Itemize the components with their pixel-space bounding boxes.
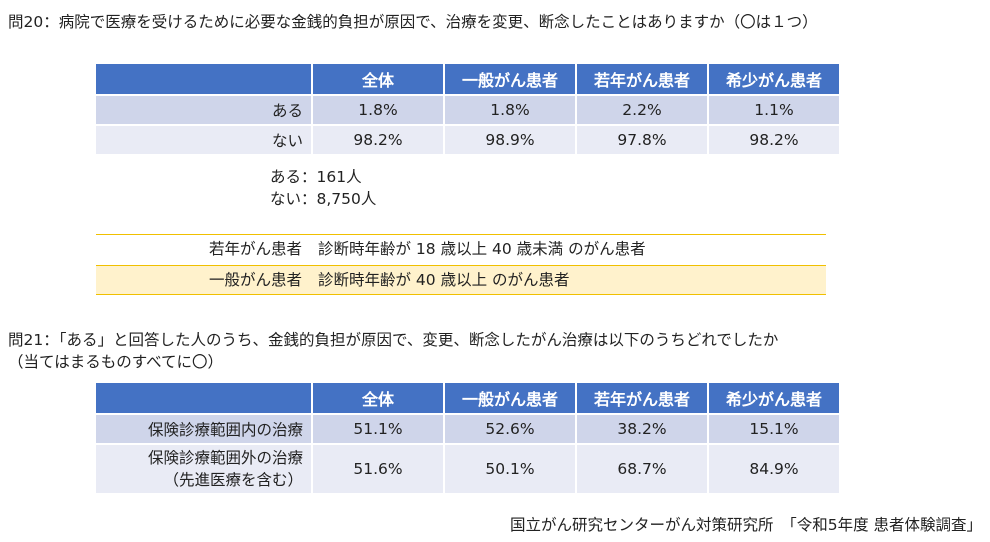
q20-header-young: 若年がん患者 bbox=[577, 64, 707, 94]
q21-header-rare: 希少がん患者 bbox=[709, 383, 839, 413]
q20-row-label: ない bbox=[96, 126, 311, 154]
definition-desc: 診断時年齢が 40 歳以上 のがん患者 bbox=[318, 271, 570, 289]
q21-row-label: 保険診療範囲外の治療 （先進医療を含む） bbox=[96, 445, 311, 493]
q21-cell: 52.6% bbox=[445, 415, 575, 443]
q21-row-label: 保険診療範囲内の治療 bbox=[96, 415, 311, 443]
q20-cell: 1.1% bbox=[709, 96, 839, 124]
table-row: ある 1.8% 1.8% 2.2% 1.1% bbox=[96, 96, 839, 124]
definition-term: 若年がん患者 bbox=[208, 240, 302, 258]
q21-row-label-text: 保険診療範囲内の治療 bbox=[147, 421, 303, 439]
q20-table: 全体 一般がん患者 若年がん患者 希少がん患者 ある 1.8% 1.8% 2.2… bbox=[94, 62, 841, 156]
q21-cell: 84.9% bbox=[709, 445, 839, 493]
q20-cell: 98.2% bbox=[313, 126, 443, 154]
count-yes: ある：161人 bbox=[270, 168, 362, 186]
q20-cell: 1.8% bbox=[445, 96, 575, 124]
q20-cell: 98.2% bbox=[709, 126, 839, 154]
count-no: ない：8,750人 bbox=[270, 190, 377, 208]
source-citation: 国立がん研究センターがん対策研究所 「令和5年度 患者体験調査」 bbox=[509, 516, 982, 534]
q21-header-general: 一般がん患者 bbox=[445, 383, 575, 413]
q21-row-label-line2: （先進医療を含む） bbox=[163, 471, 303, 489]
q20-cell: 1.8% bbox=[313, 96, 443, 124]
q21-row-label-line1: 保険診療範囲外の治療 bbox=[147, 449, 303, 467]
definitions-top-rule bbox=[96, 234, 826, 235]
q20-header-row: 全体 一般がん患者 若年がん患者 希少がん患者 bbox=[96, 64, 839, 94]
definitions-box: 若年がん患者 診断時年齢が 18 歳以上 40 歳未満 のがん患者 一般がん患者… bbox=[96, 234, 826, 296]
table-row: 保険診療範囲外の治療 （先進医療を含む） 51.6% 50.1% 68.7% 8… bbox=[96, 445, 839, 493]
q21-cell: 38.2% bbox=[577, 415, 707, 443]
table-row: 保険診療範囲内の治療 51.1% 52.6% 38.2% 15.1% bbox=[96, 415, 839, 443]
q21-cell: 51.6% bbox=[313, 445, 443, 493]
q21-header-corner bbox=[96, 383, 311, 413]
q21-header-total: 全体 bbox=[313, 383, 443, 413]
definition-desc: 診断時年齢が 18 歳以上 40 歳未満 のがん患者 bbox=[318, 240, 646, 258]
q20-cell: 2.2% bbox=[577, 96, 707, 124]
q20-header-corner bbox=[96, 64, 311, 94]
q21-cell: 51.1% bbox=[313, 415, 443, 443]
q21-header-young: 若年がん患者 bbox=[577, 383, 707, 413]
q21-cell: 68.7% bbox=[577, 445, 707, 493]
definition-row: 若年がん患者 診断時年齢が 18 歳以上 40 歳未満 のがん患者 bbox=[96, 235, 826, 263]
q21-question-line2: （当てはまるものすべてに〇） bbox=[8, 353, 223, 371]
q20-header-total: 全体 bbox=[313, 64, 443, 94]
q21-header-row: 全体 一般がん患者 若年がん患者 希少がん患者 bbox=[96, 383, 839, 413]
q20-header-rare: 希少がん患者 bbox=[709, 64, 839, 94]
definition-row: 一般がん患者 診断時年齢が 40 歳以上 のがん患者 bbox=[96, 265, 826, 295]
definition-term: 一般がん患者 bbox=[208, 271, 302, 289]
table-row: ない 98.2% 98.9% 97.8% 98.2% bbox=[96, 126, 839, 154]
q20-cell: 98.9% bbox=[445, 126, 575, 154]
q20-cell: 97.8% bbox=[577, 126, 707, 154]
q20-counts: ある：161人 ない：8,750人 bbox=[270, 166, 376, 210]
q20-header-general: 一般がん患者 bbox=[445, 64, 575, 94]
q21-cell: 15.1% bbox=[709, 415, 839, 443]
q20-row-label: ある bbox=[96, 96, 311, 124]
q21-cell: 50.1% bbox=[445, 445, 575, 493]
q21-question-line1: 問21：「ある」と回答した人のうち、金銭的負担が原因で、変更、断念したがん治療は… bbox=[8, 331, 779, 349]
q21-table: 全体 一般がん患者 若年がん患者 希少がん患者 保険診療範囲内の治療 51.1%… bbox=[94, 381, 841, 495]
q20-question: 問20：病院で医療を受けるために必要な金銭的負担が原因で、治療を変更、断念したこ… bbox=[8, 13, 818, 31]
